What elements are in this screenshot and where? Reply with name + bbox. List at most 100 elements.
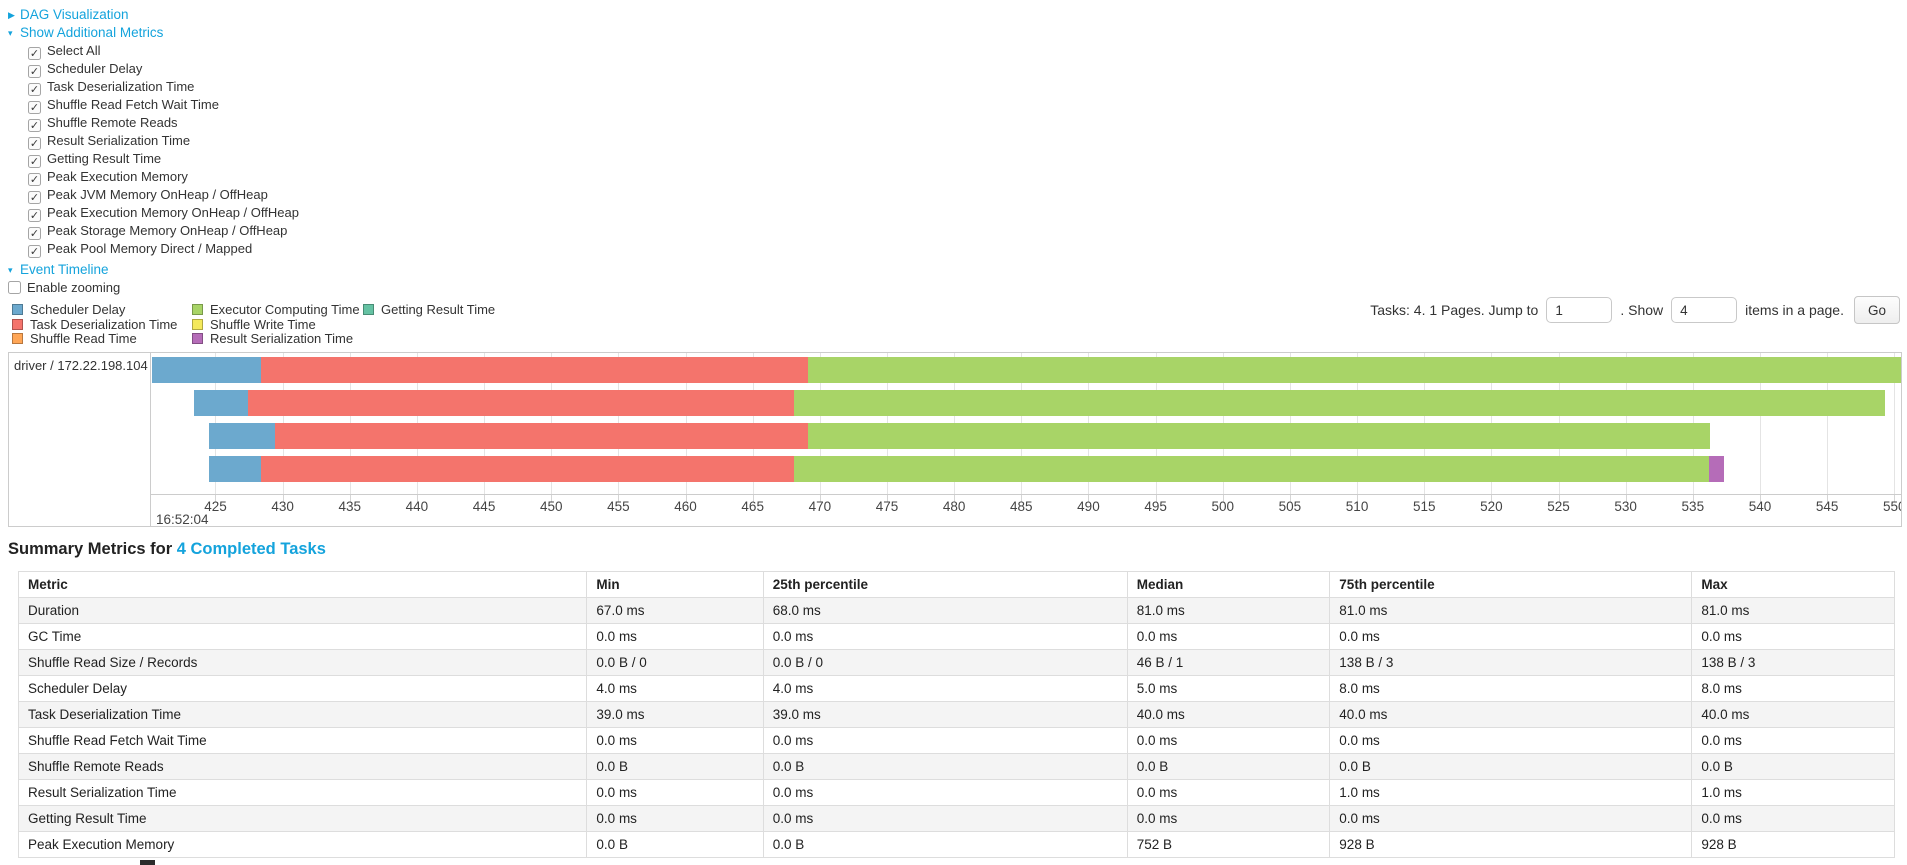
metric-row-scheduler-delay: ✓ Scheduler Delay [28, 60, 299, 78]
metric-value-cell-median: 752 B [1126, 831, 1331, 858]
metric-value-cell-median: 0.0 ms [1126, 779, 1331, 806]
segment-task_deserialization[interactable] [247, 390, 795, 416]
checkbox-shuffle-remote-reads[interactable]: ✓ [28, 119, 41, 132]
segment-scheduler_delay[interactable] [193, 390, 248, 416]
summary-metrics-heading: Summary Metrics for 4 Completed Tasks [8, 540, 326, 559]
metric-value-cell-25th-percentile: 4.0 ms [762, 675, 1128, 702]
tick-label: 480 [942, 499, 966, 514]
checkbox-scheduler-delay[interactable]: ✓ [28, 65, 41, 78]
metric-value-cell-75th-percentile: 0.0 ms [1329, 727, 1693, 754]
segment-executor_computing[interactable] [807, 423, 1711, 449]
metric-value-cell-max: 0.0 ms [1691, 727, 1895, 754]
tick-mark [484, 495, 486, 502]
tick-mark [1155, 495, 1157, 502]
metric-value-cell-min: 67.0 ms [586, 597, 764, 624]
tick-mark [1357, 495, 1359, 502]
jump-to-page-input[interactable] [1546, 297, 1613, 323]
metric-value-cell-median: 0.0 ms [1126, 623, 1331, 650]
metric-name-cell: Result Serialization Time [17, 779, 588, 806]
tick-mark [1021, 495, 1023, 502]
metric-value-cell-median: 0.0 B [1126, 753, 1331, 780]
table-row-duration: Duration 67.0 ms 68.0 ms 81.0 ms 81.0 ms 81.0… [17, 597, 1895, 624]
show-additional-metrics-label[interactable]: Show Additional Metrics [20, 25, 164, 40]
segment-executor_computing[interactable] [807, 357, 1901, 383]
gridline [1894, 353, 1896, 494]
metric-row-peak-execution-memory-onheap-offheap: ✓ Peak Execution Memory OnHeap / OffHeap [28, 204, 299, 222]
chevron-down-icon: ▾ [8, 28, 13, 38]
executor-host-label: driver / 172.22.198.104 [14, 358, 148, 373]
checkbox-result-serialization-time[interactable]: ✓ [28, 137, 41, 150]
event-timeline-label[interactable]: Event Timeline [20, 262, 109, 277]
task-bar-1[interactable] [151, 390, 1901, 416]
segment-scheduler_delay[interactable] [208, 456, 262, 482]
checkbox-shuffle-read-fetch-wait-time[interactable]: ✓ [28, 101, 41, 114]
metric-name-cell: Scheduler Delay [17, 675, 588, 702]
metric-value-cell-min: 4.0 ms [586, 675, 764, 702]
segment-task_deserialization[interactable] [274, 423, 808, 449]
enable-zooming-checkbox[interactable] [8, 281, 21, 294]
metric-value-cell-median: 0.0 ms [1126, 805, 1331, 832]
metric-row-shuffle-read-fetch-wait-time: ✓ Shuffle Read Fetch Wait Time [28, 96, 299, 114]
show-additional-metrics-toggle[interactable]: ▾ Show Additional Metrics [8, 24, 299, 42]
task-bar-2[interactable] [151, 423, 1901, 449]
tick-label: 495 [1144, 499, 1167, 514]
metric-name-cell: Shuffle Read Fetch Wait Time [17, 727, 588, 754]
metric-value-cell-median: 81.0 ms [1126, 597, 1331, 624]
segment-scheduler_delay[interactable] [152, 357, 262, 383]
tick-label: 445 [472, 499, 496, 514]
segment-executor_computing[interactable] [794, 390, 1885, 416]
metric-value-cell-25th-percentile: 0.0 ms [762, 727, 1128, 754]
tick-mark [954, 495, 956, 502]
items-per-page-input[interactable] [1671, 297, 1738, 323]
checkbox-peak-execution-memory[interactable]: ✓ [28, 173, 41, 186]
label-peak-execution-memory-onheap-offheap: Peak Execution Memory OnHeap / OffHeap [47, 205, 299, 220]
metric-value-cell-25th-percentile: 0.0 ms [762, 779, 1128, 806]
metric-value-cell-max: 81.0 ms [1691, 597, 1895, 624]
checkbox-peak-jvm-memory-onheap-offheap[interactable]: ✓ [28, 191, 41, 204]
segment-executor_computing[interactable] [794, 456, 1709, 482]
dag-visualization-label[interactable]: DAG Visualization [20, 7, 129, 22]
checkbox-peak-execution-memory-onheap-offheap[interactable]: ✓ [28, 209, 41, 222]
event-timeline-toggle[interactable]: ▾ Event Timeline [8, 261, 299, 279]
tick-label: 470 [808, 499, 832, 514]
metric-value-cell-min: 0.0 B / 0 [586, 649, 764, 676]
task-bar-0[interactable] [151, 357, 1901, 383]
checkbox-peak-pool-memory-direct-mapped[interactable]: ✓ [28, 245, 41, 258]
legend-swatch-task_deserialization [12, 318, 23, 330]
legend-swatch-shuffle_read [12, 333, 23, 344]
segment-scheduler_delay[interactable] [208, 423, 275, 449]
tick-mark [349, 495, 351, 502]
table-row-getting-result-time: Getting Result Time 0.0 ms 0.0 ms 0.0 ms 0.0… [17, 805, 1895, 832]
task-bar-3[interactable] [151, 456, 1901, 482]
segment-task_deserialization[interactable] [261, 357, 808, 383]
tick-mark [618, 495, 620, 502]
checkbox-task-deserialization-time[interactable]: ✓ [28, 83, 41, 96]
event-timeline-chart: driver / 172.22.198.104 16:52:04 425 430 4… [8, 352, 1902, 527]
dag-visualization-toggle[interactable]: ▶ DAG Visualization [8, 6, 299, 24]
metric-value-cell-75th-percentile: 928 B [1329, 831, 1693, 858]
executor-label-column: driver / 172.22.198.104 [9, 353, 151, 526]
table-row-scheduler-delay: Scheduler Delay 4.0 ms 4.0 ms 5.0 ms 8.0 ms 8… [17, 675, 1895, 702]
completed-tasks-link[interactable]: 4 Completed Tasks [176, 540, 326, 558]
go-button[interactable]: Go [1853, 296, 1900, 324]
legend-swatch-result_serialization [192, 333, 203, 344]
legend-label: Executor Computing Time [210, 302, 360, 317]
tick-label: 465 [741, 499, 764, 514]
tick-label: 515 [1412, 499, 1436, 514]
metric-value-cell-min: 39.0 ms [586, 701, 764, 728]
metric-value-cell-max: 928 B [1691, 831, 1895, 858]
tick-mark [1424, 495, 1426, 502]
metric-value-cell-75th-percentile: 81.0 ms [1329, 597, 1693, 624]
metric-name-cell: Shuffle Read Size / Records [17, 649, 588, 676]
checkbox-peak-storage-memory-onheap-offheap[interactable]: ✓ [28, 227, 41, 240]
label-getting-result-time: Getting Result Time [47, 151, 162, 166]
table-row-result-serialization-time: Result Serialization Time 0.0 ms 0.0 ms 0.0… [17, 779, 1895, 806]
task-pagination: Tasks: 4. 1 Pages. Jump to . Show items … [1370, 296, 1900, 324]
tick-mark [1491, 495, 1493, 502]
checkbox-select-all[interactable]: ✓ [28, 47, 41, 60]
metrics-checkbox-list: ✓ Select All ✓ Scheduler Delay ✓ Task Deseria… [8, 42, 299, 258]
checkbox-getting-result-time[interactable]: ✓ [28, 155, 41, 168]
segment-task_deserialization[interactable] [261, 456, 795, 482]
segment-result_serialization[interactable] [1708, 456, 1724, 482]
legend-column: Executor Computing Time Shuffle Write Tim… [192, 302, 363, 347]
